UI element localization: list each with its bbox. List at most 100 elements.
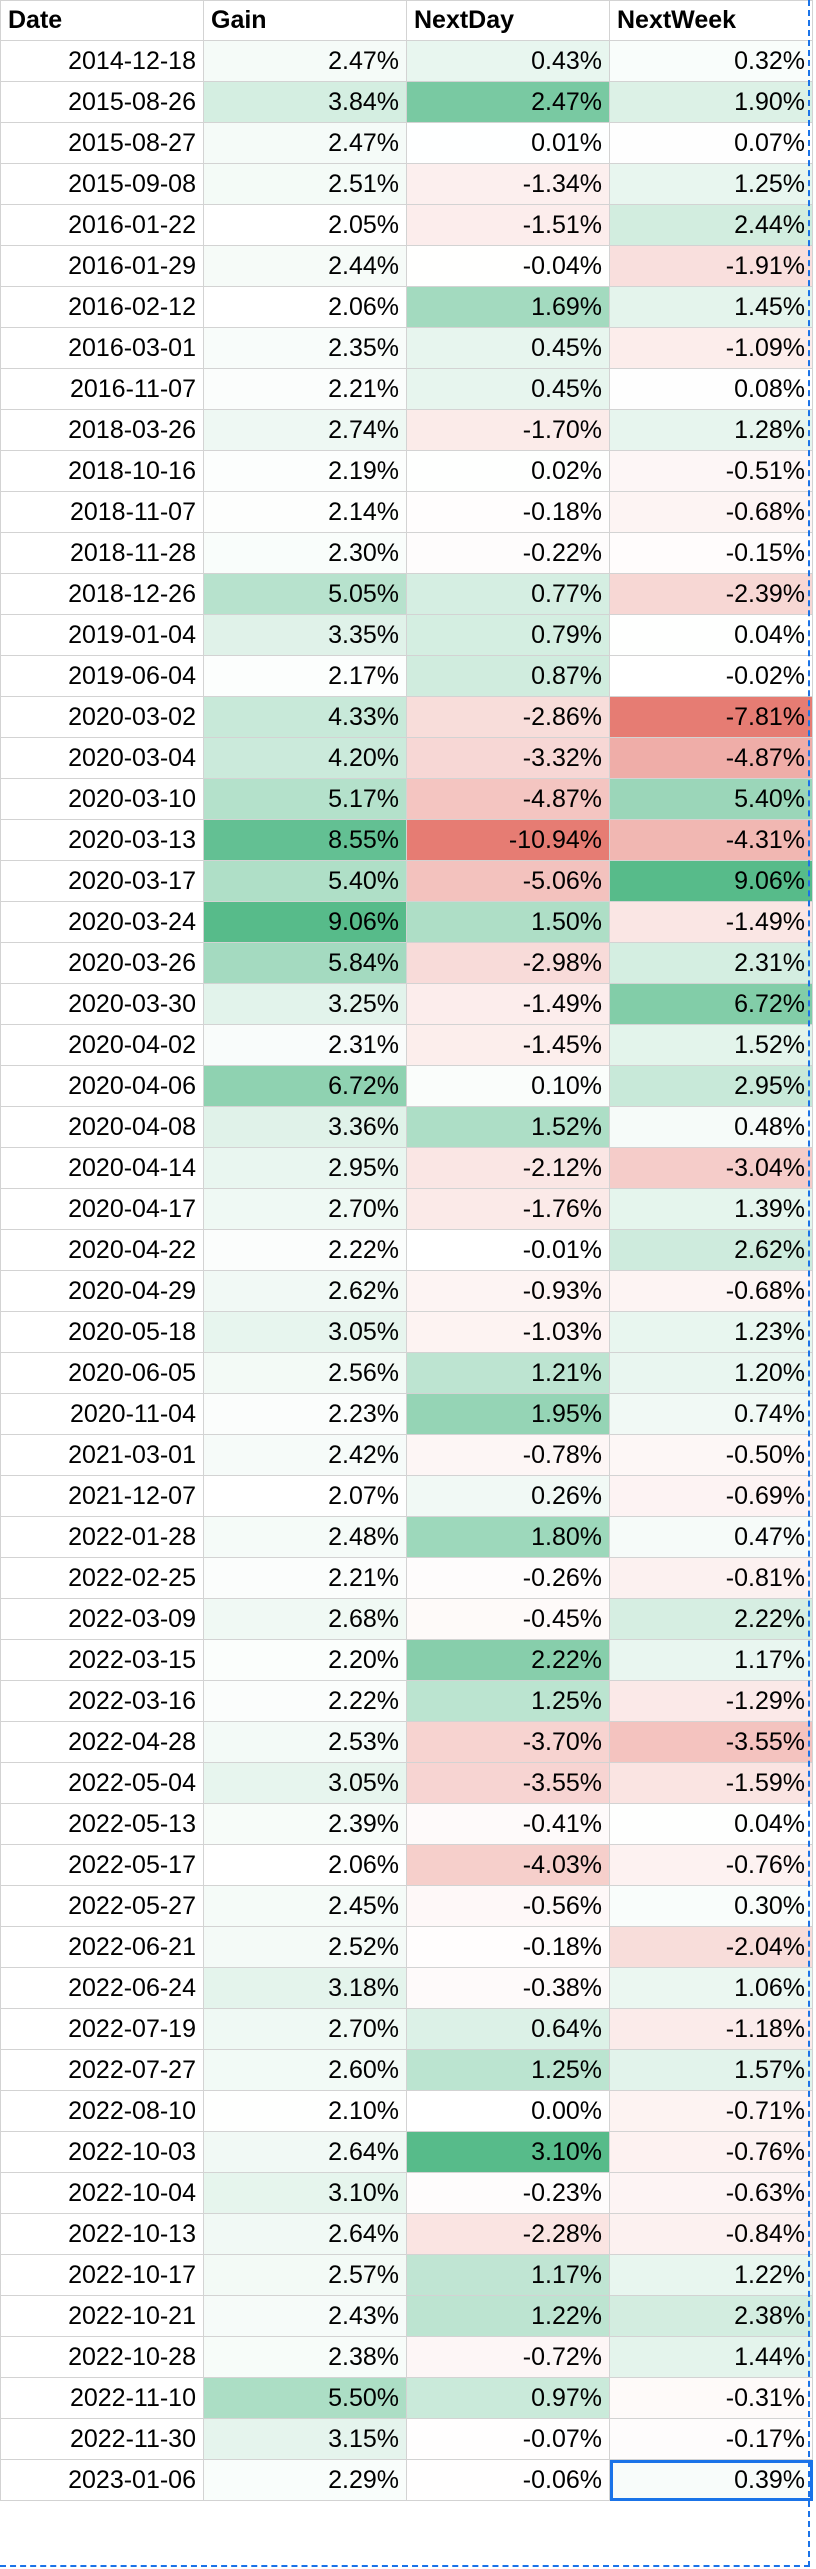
cell-nextday[interactable]: -0.45% — [406, 1598, 610, 1640]
cell-date[interactable]: 2022-07-27 — [0, 2049, 204, 2091]
cell-gain[interactable]: 2.07% — [203, 1475, 407, 1517]
cell-nextweek[interactable]: 2.38% — [609, 2295, 813, 2337]
cell-nextweek[interactable]: 0.30% — [609, 1885, 813, 1927]
cell-nextday[interactable]: 1.50% — [406, 901, 610, 943]
cell-nextday[interactable]: -0.93% — [406, 1270, 610, 1312]
cell-gain[interactable]: 2.06% — [203, 286, 407, 328]
cell-nextday[interactable]: -0.06% — [406, 2459, 610, 2501]
cell-nextweek[interactable]: 0.74% — [609, 1393, 813, 1435]
cell-date[interactable]: 2022-11-30 — [0, 2418, 204, 2460]
cell-date[interactable]: 2022-11-10 — [0, 2377, 204, 2419]
cell-nextweek[interactable]: -1.29% — [609, 1680, 813, 1722]
header-date[interactable]: Date — [0, 0, 204, 41]
cell-nextday[interactable]: -1.34% — [406, 163, 610, 205]
cell-nextweek[interactable]: -0.81% — [609, 1557, 813, 1599]
cell-nextweek[interactable]: -0.50% — [609, 1434, 813, 1476]
cell-gain[interactable]: 2.74% — [203, 409, 407, 451]
cell-nextday[interactable]: 0.79% — [406, 614, 610, 656]
cell-date[interactable]: 2020-03-17 — [0, 860, 204, 902]
cell-nextweek[interactable]: 0.04% — [609, 614, 813, 656]
cell-nextday[interactable]: -0.56% — [406, 1885, 610, 1927]
cell-gain[interactable]: 2.48% — [203, 1516, 407, 1558]
cell-nextweek[interactable]: 2.22% — [609, 1598, 813, 1640]
cell-date[interactable]: 2020-03-26 — [0, 942, 204, 984]
header-gain[interactable]: Gain — [203, 0, 407, 41]
cell-nextday[interactable]: 0.77% — [406, 573, 610, 615]
cell-gain[interactable]: 3.10% — [203, 2172, 407, 2214]
cell-date[interactable]: 2022-04-28 — [0, 1721, 204, 1763]
cell-nextweek[interactable]: 1.90% — [609, 81, 813, 123]
cell-date[interactable]: 2018-03-26 — [0, 409, 204, 451]
cell-nextweek[interactable]: 0.39% — [609, 2459, 813, 2501]
cell-nextweek[interactable]: 0.32% — [609, 40, 813, 82]
cell-gain[interactable]: 9.06% — [203, 901, 407, 943]
cell-gain[interactable]: 3.18% — [203, 1967, 407, 2009]
cell-nextday[interactable]: -0.07% — [406, 2418, 610, 2460]
cell-nextday[interactable]: -2.86% — [406, 696, 610, 738]
cell-nextday[interactable]: -1.49% — [406, 983, 610, 1025]
cell-nextweek[interactable]: -0.31% — [609, 2377, 813, 2419]
cell-nextday[interactable]: 1.52% — [406, 1106, 610, 1148]
cell-nextweek[interactable]: 1.22% — [609, 2254, 813, 2296]
cell-nextday[interactable]: -2.28% — [406, 2213, 610, 2255]
cell-date[interactable]: 2016-01-29 — [0, 245, 204, 287]
cell-gain[interactable]: 2.62% — [203, 1270, 407, 1312]
cell-nextday[interactable]: 1.80% — [406, 1516, 610, 1558]
cell-nextday[interactable]: 1.25% — [406, 1680, 610, 1722]
cell-date[interactable]: 2018-12-26 — [0, 573, 204, 615]
cell-date[interactable]: 2022-06-24 — [0, 1967, 204, 2009]
cell-nextweek[interactable]: 0.07% — [609, 122, 813, 164]
cell-nextweek[interactable]: -0.68% — [609, 491, 813, 533]
cell-nextday[interactable]: -0.38% — [406, 1967, 610, 2009]
cell-nextday[interactable]: -0.22% — [406, 532, 610, 574]
cell-nextday[interactable]: -1.70% — [406, 409, 610, 451]
header-nextday[interactable]: NextDay — [406, 0, 610, 41]
cell-nextday[interactable]: -3.70% — [406, 1721, 610, 1763]
cell-nextday[interactable]: 1.69% — [406, 286, 610, 328]
cell-nextweek[interactable]: 6.72% — [609, 983, 813, 1025]
cell-date[interactable]: 2018-11-07 — [0, 491, 204, 533]
cell-nextweek[interactable]: -0.63% — [609, 2172, 813, 2214]
cell-gain[interactable]: 2.45% — [203, 1885, 407, 1927]
cell-nextweek[interactable]: 1.57% — [609, 2049, 813, 2091]
cell-nextday[interactable]: -3.32% — [406, 737, 610, 779]
cell-date[interactable]: 2015-08-26 — [0, 81, 204, 123]
cell-nextday[interactable]: -0.23% — [406, 2172, 610, 2214]
cell-nextday[interactable]: 1.25% — [406, 2049, 610, 2091]
cell-gain[interactable]: 2.23% — [203, 1393, 407, 1435]
cell-gain[interactable]: 2.21% — [203, 1557, 407, 1599]
cell-nextweek[interactable]: 1.44% — [609, 2336, 813, 2378]
cell-gain[interactable]: 2.20% — [203, 1639, 407, 1681]
cell-date[interactable]: 2016-03-01 — [0, 327, 204, 369]
cell-nextday[interactable]: 3.10% — [406, 2131, 610, 2173]
cell-nextday[interactable]: -0.78% — [406, 1434, 610, 1476]
cell-date[interactable]: 2022-03-15 — [0, 1639, 204, 1681]
cell-date[interactable]: 2022-05-17 — [0, 1844, 204, 1886]
cell-nextday[interactable]: -0.26% — [406, 1557, 610, 1599]
cell-nextday[interactable]: -0.72% — [406, 2336, 610, 2378]
cell-nextweek[interactable]: -2.04% — [609, 1926, 813, 1968]
cell-nextweek[interactable]: -0.15% — [609, 532, 813, 574]
cell-nextweek[interactable]: -0.69% — [609, 1475, 813, 1517]
cell-nextweek[interactable]: -7.81% — [609, 696, 813, 738]
cell-nextweek[interactable]: -1.49% — [609, 901, 813, 943]
cell-nextweek[interactable]: 2.62% — [609, 1229, 813, 1271]
cell-gain[interactable]: 3.35% — [203, 614, 407, 656]
cell-gain[interactable]: 2.53% — [203, 1721, 407, 1763]
cell-nextday[interactable]: 0.10% — [406, 1065, 610, 1107]
cell-date[interactable]: 2014-12-18 — [0, 40, 204, 82]
cell-gain[interactable]: 3.05% — [203, 1311, 407, 1353]
cell-gain[interactable]: 5.50% — [203, 2377, 407, 2419]
cell-date[interactable]: 2016-02-12 — [0, 286, 204, 328]
cell-nextday[interactable]: -1.76% — [406, 1188, 610, 1230]
cell-nextday[interactable]: -2.98% — [406, 942, 610, 984]
cell-nextday[interactable]: 2.22% — [406, 1639, 610, 1681]
cell-gain[interactable]: 2.39% — [203, 1803, 407, 1845]
cell-gain[interactable]: 3.84% — [203, 81, 407, 123]
cell-nextweek[interactable]: 0.48% — [609, 1106, 813, 1148]
cell-nextweek[interactable]: 0.08% — [609, 368, 813, 410]
cell-gain[interactable]: 5.40% — [203, 860, 407, 902]
cell-gain[interactable]: 6.72% — [203, 1065, 407, 1107]
cell-gain[interactable]: 3.15% — [203, 2418, 407, 2460]
cell-gain[interactable]: 2.52% — [203, 1926, 407, 1968]
